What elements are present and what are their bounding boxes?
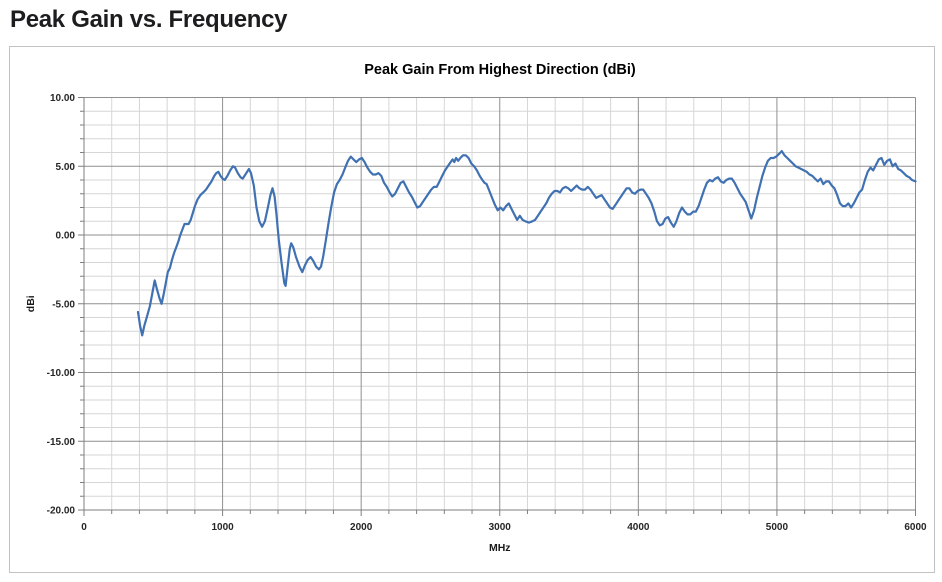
chart-title: Peak Gain From Highest Direction (dBi): [364, 62, 636, 78]
y-tick-label: -10.00: [47, 368, 76, 379]
y-tick-label: 5.00: [56, 162, 76, 173]
line-chart: 10.00 5.00 0.00 -5.00 -10.00 -15.00 -20.00 0 100…: [25, 93, 927, 554]
y-tick-label: 10.00: [50, 93, 75, 104]
x-tick-label: 6000: [904, 522, 927, 533]
x-tick-label: 1000: [211, 522, 234, 533]
y-tick-label: -20.00: [47, 506, 76, 517]
y-tick-label: -15.00: [47, 437, 76, 448]
x-tick-label: 0: [81, 522, 87, 533]
x-tick-label: 4000: [627, 522, 650, 533]
y-tick-label: 0.00: [56, 231, 76, 242]
x-tick-label: 3000: [489, 522, 512, 533]
y-tick-label: -5.00: [52, 299, 75, 310]
series-line-peak-gain: [136, 149, 917, 337]
chart-container: Peak Gain From Highest Direction (dBi) 1…: [9, 46, 935, 573]
x-tick-label: 5000: [766, 522, 789, 533]
y-axis-title: dBi: [25, 295, 37, 312]
x-tick-label: 2000: [350, 522, 373, 533]
page-title: Peak Gain vs. Frequency: [10, 6, 288, 33]
x-axis-title: MHz: [489, 542, 511, 554]
